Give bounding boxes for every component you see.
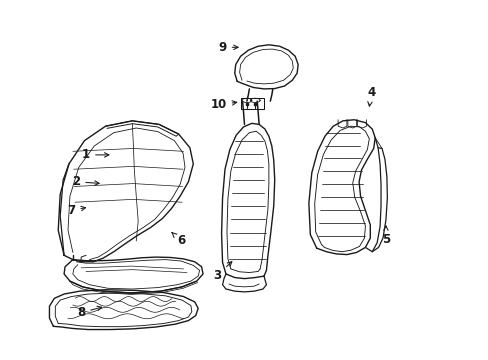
Text: 9: 9 bbox=[218, 41, 238, 54]
Text: 2: 2 bbox=[72, 175, 99, 188]
Text: 8: 8 bbox=[77, 306, 102, 319]
Text: 6: 6 bbox=[172, 233, 185, 247]
Text: 10: 10 bbox=[210, 98, 236, 111]
Text: 4: 4 bbox=[366, 86, 375, 106]
Text: 7: 7 bbox=[67, 204, 85, 217]
Text: 1: 1 bbox=[82, 148, 109, 161]
Text: 3: 3 bbox=[213, 262, 231, 282]
Text: 5: 5 bbox=[381, 226, 389, 246]
